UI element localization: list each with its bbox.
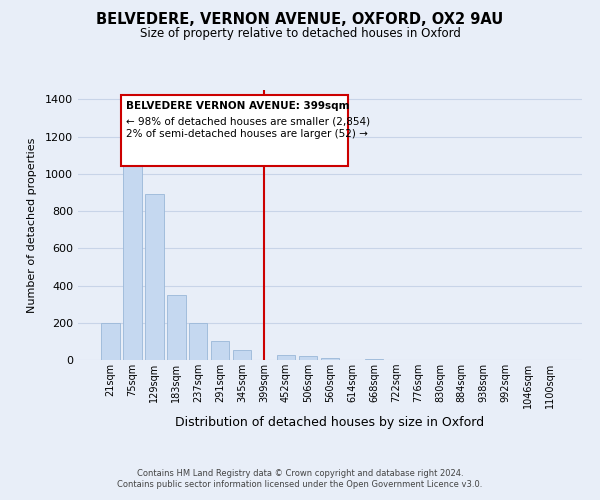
Bar bbox=[101, 323, 119, 360]
Bar bbox=[320, 358, 340, 360]
Text: BELVEDERE VERNON AVENUE: 399sqm: BELVEDERE VERNON AVENUE: 399sqm bbox=[125, 102, 349, 112]
Text: ← 98% of detached houses are smaller (2,854): ← 98% of detached houses are smaller (2,… bbox=[125, 116, 370, 126]
Bar bbox=[277, 356, 295, 360]
Bar bbox=[189, 323, 208, 360]
Text: 2% of semi-detached houses are larger (52) →: 2% of semi-detached houses are larger (5… bbox=[125, 130, 368, 140]
Bar bbox=[123, 152, 142, 360]
Bar bbox=[145, 194, 164, 360]
Bar bbox=[365, 358, 383, 360]
Bar bbox=[299, 356, 317, 360]
Text: BELVEDERE, VERNON AVENUE, OXFORD, OX2 9AU: BELVEDERE, VERNON AVENUE, OXFORD, OX2 9A… bbox=[97, 12, 503, 28]
Bar bbox=[211, 342, 229, 360]
X-axis label: Distribution of detached houses by size in Oxford: Distribution of detached houses by size … bbox=[175, 416, 485, 430]
Text: Contains HM Land Registry data © Crown copyright and database right 2024.: Contains HM Land Registry data © Crown c… bbox=[137, 468, 463, 477]
Bar bbox=[167, 295, 185, 360]
Text: Size of property relative to detached houses in Oxford: Size of property relative to detached ho… bbox=[140, 28, 460, 40]
Bar bbox=[233, 350, 251, 360]
Y-axis label: Number of detached properties: Number of detached properties bbox=[26, 138, 37, 312]
Text: Contains public sector information licensed under the Open Government Licence v3: Contains public sector information licen… bbox=[118, 480, 482, 489]
